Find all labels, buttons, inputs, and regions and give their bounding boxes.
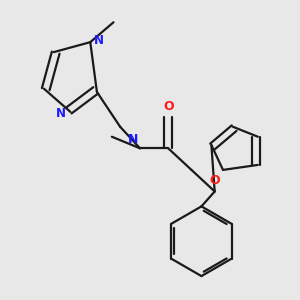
- Text: O: O: [210, 174, 220, 187]
- Text: N: N: [56, 107, 65, 120]
- Text: O: O: [163, 100, 174, 113]
- Text: N: N: [94, 34, 104, 47]
- Text: N: N: [128, 133, 138, 146]
